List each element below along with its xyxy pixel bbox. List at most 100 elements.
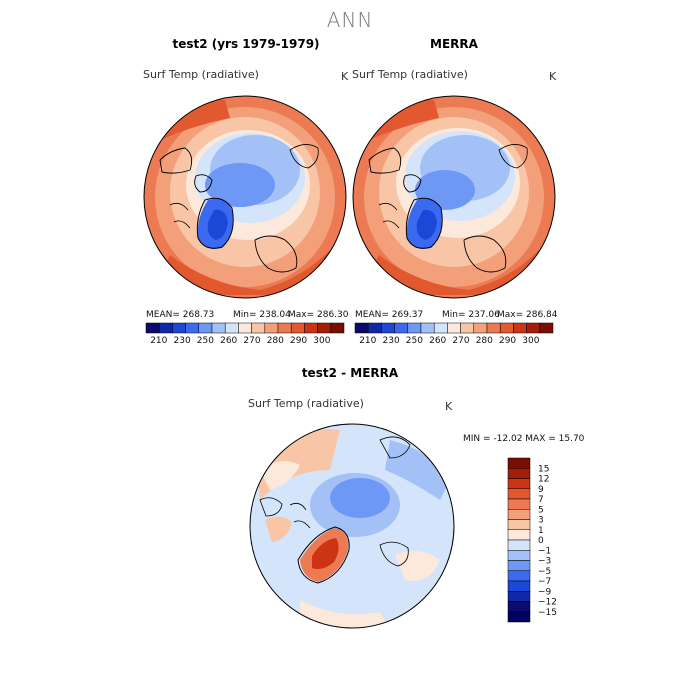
colorbar-diff-swatch: [507, 601, 531, 612]
colorbar-diff-swatch: [507, 457, 531, 469]
colorbar-merra-tick-label: 250: [406, 336, 423, 346]
panel-title-diff: test2 - MERRA: [301, 366, 399, 380]
colorbar-diff-tick-label: 5: [538, 505, 544, 515]
panel-title-test2: test2 (yrs 1979-1979): [172, 37, 320, 51]
colorbar-diff-tick-label: 7: [538, 495, 544, 505]
colorbar-diff-swatch: [507, 488, 531, 500]
colorbar-merra-swatch: [367, 322, 382, 334]
colorbar-merra-tick-label: 280: [476, 336, 493, 346]
colorbar-test2-swatch: [158, 322, 173, 334]
colorbar-diff-tick-label: 9: [538, 485, 544, 495]
colorbar-diff-swatch: [507, 478, 531, 489]
map-test2: [144, 96, 346, 298]
colorbar-test2-tick-label: 290: [290, 336, 307, 346]
unit-label-diff: K: [445, 400, 453, 413]
colorbar-diff-swatch: [507, 611, 531, 623]
colorbar-merra-swatch: [447, 322, 461, 334]
stats-max-merra: Max= 286.84: [497, 310, 558, 320]
colorbar-test2-tick-label: 230: [174, 336, 191, 346]
colorbar-merra-tick-label: 290: [499, 336, 516, 346]
colorbar-test2-swatch: [290, 322, 305, 334]
colorbar-test2-swatch: [224, 322, 239, 334]
colorbar-diff-tick-label: 0: [538, 536, 544, 546]
colorbar-test2-swatch: [211, 322, 226, 334]
colorbar-test2: 210 230 250 260 270 280 290 300: [145, 322, 345, 346]
colorbar-merra-swatch: [473, 322, 488, 334]
colorbar-merra-tick-label: 270: [452, 336, 469, 346]
stats-mean-merra: MEAN= 269.37: [355, 310, 424, 320]
colorbar-diff-tick-label: 15: [538, 464, 549, 474]
colorbar-test2-tick-label: 250: [197, 336, 214, 346]
colorbar-test2-swatch: [317, 322, 332, 334]
stats-max-test2: Max= 286.30: [288, 310, 349, 320]
colorbar-diff-tick-label: −7: [538, 577, 551, 587]
variable-label-test2: Surf Temp (radiative): [143, 68, 259, 81]
colorbar-diff-swatch: [507, 509, 531, 520]
colorbar-test2-swatch: [251, 322, 266, 334]
colorbar-merra-swatch: [460, 322, 475, 334]
colorbar-merra-swatch: [420, 322, 435, 334]
unit-label-merra: K: [549, 70, 557, 83]
colorbar-test2-swatch: [330, 322, 345, 334]
colorbar-merra-swatch: [381, 322, 395, 334]
colorbar-diff-swatch: [507, 519, 531, 530]
colorbar-diff-tick-label: 3: [538, 516, 544, 526]
map-border-test2: [143, 95, 347, 299]
stats-min-test2: Min= 238.04: [233, 310, 291, 320]
colorbar-merra-swatch: [407, 322, 422, 334]
colorbar-merra-tick-label: 260: [429, 336, 446, 346]
colorbar-test2-swatch: [304, 322, 318, 334]
panel-title-merra: MERRA: [430, 37, 478, 51]
colorbar-test2-tick-label: 260: [220, 336, 237, 346]
colorbar-diff-tick-label: −1: [538, 546, 551, 556]
colorbar-test2-tick-label: 210: [150, 336, 167, 346]
colorbar-merra-swatch: [433, 322, 448, 334]
colorbar-diff-tick-label: −15: [538, 608, 557, 618]
colorbar-merra-tick-label: 210: [359, 336, 376, 346]
colorbar-diff-swatch: [507, 550, 531, 561]
colorbar-merra-tick-label: 230: [383, 336, 400, 346]
colorbar-test2-swatch: [185, 322, 200, 334]
colorbar-test2-swatch: [172, 322, 186, 334]
colorbar-diff-tick-label: −12: [538, 598, 557, 608]
map-diff: [250, 424, 454, 628]
stats-mean-test2: MEAN= 268.73: [146, 310, 215, 320]
colorbar-merra-tick-label: 300: [522, 336, 539, 346]
colorbar-test2-swatch: [277, 322, 292, 334]
colorbar-merra-swatch: [499, 322, 514, 334]
map-merra: [353, 96, 555, 298]
colorbar-merra-swatch: [394, 322, 409, 334]
colorbar-diff-tick-label: −3: [538, 557, 551, 567]
stats-minmax-diff: MIN = -12.02 MAX = 15.70: [463, 434, 585, 444]
colorbar-test2-tick-label: 280: [267, 336, 284, 346]
map-border-merra: [352, 95, 556, 299]
colorbar-merra-swatch: [526, 322, 541, 334]
colorbar-merra-swatch: [354, 322, 369, 334]
colorbar-merra-swatch: [539, 322, 554, 334]
colorbar-test2-tick-label: 270: [243, 336, 260, 346]
colorbar-diff-swatch: [507, 560, 531, 571]
colorbar-test2-tick-label: 300: [313, 336, 330, 346]
colorbar-diff-swatch: [507, 529, 531, 541]
colorbar-diff-tick-label: −5: [538, 567, 551, 577]
colorbar-diff-tick-label: −9: [538, 587, 552, 597]
colorbar-diff-swatch: [507, 570, 531, 582]
variable-label-diff: Surf Temp (radiative): [248, 397, 364, 410]
colorbar-test2-swatch: [264, 322, 279, 334]
colorbar-diff-swatch: [507, 468, 531, 479]
colorbar-diff-swatch: [507, 539, 531, 551]
colorbar-merra-swatch: [513, 322, 527, 334]
map-border-diff: [249, 423, 455, 629]
colorbar-test2-swatch: [198, 322, 213, 334]
colorbar-diff-tick-label: 1: [538, 526, 544, 536]
colorbar-diff-swatch: [507, 591, 531, 602]
variable-label-merra: Surf Temp (radiative): [352, 68, 468, 81]
colorbar-test2-swatch: [238, 322, 252, 334]
colorbar-diff-swatch: [507, 498, 531, 510]
main-title: ANN: [326, 8, 374, 32]
colorbar-test2-swatch: [145, 322, 160, 334]
colorbar-merra-swatch: [486, 322, 501, 334]
stats-min-merra: Min= 237.06: [442, 310, 500, 320]
